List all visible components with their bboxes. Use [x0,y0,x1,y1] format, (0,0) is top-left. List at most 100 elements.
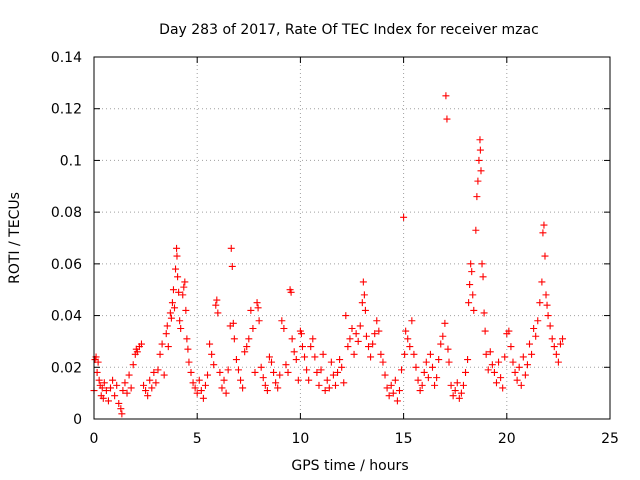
data-point [94,358,102,366]
data-point [164,343,172,351]
data-point [210,361,218,369]
data-point [387,381,395,389]
data-point [222,389,230,397]
data-point [453,379,461,387]
data-point [550,343,558,351]
data-point [462,368,470,376]
data-point [204,371,212,379]
data-point [182,306,190,314]
data-point [169,286,177,294]
data-point [356,322,364,330]
data-point [426,350,434,358]
data-point [398,366,406,374]
data-point [100,379,108,387]
data-point [521,371,529,379]
data-point [373,317,381,325]
data-point [536,299,544,307]
data-point [459,381,467,389]
data-point [175,288,183,296]
data-point [361,306,369,314]
data-point [172,265,180,273]
data-point [224,366,232,374]
x-tick-label: 25 [601,431,619,447]
data-point [301,353,309,361]
data-point [395,387,403,395]
data-point [193,389,201,397]
x-tick-label: 5 [193,431,202,447]
data-point [538,278,546,286]
data-point [431,381,439,389]
data-point [133,348,141,356]
data-point [319,350,327,358]
data-point [422,358,430,366]
data-point [474,177,482,185]
data-point [220,376,228,384]
data-point [176,317,184,325]
data-point [317,366,325,374]
data-point [245,335,253,343]
data-point [185,358,193,366]
data-point [228,262,236,270]
data-point [180,283,188,291]
data-point [475,156,483,164]
data-point [470,306,478,314]
data-point [321,387,329,395]
data-point [265,353,273,361]
grid-lines [94,57,610,419]
data-point [497,374,505,382]
data-point [552,350,560,358]
y-tick-label: 0.08 [51,205,82,221]
data-point [218,384,226,392]
data-point [315,381,323,389]
data-point [433,374,441,382]
data-point [247,306,255,314]
data-point [125,371,133,379]
data-point [251,368,259,376]
data-point [442,92,450,100]
data-point [511,368,519,376]
data-point [467,260,475,268]
data-point [280,325,288,332]
data-point [528,350,536,358]
data-point [385,392,393,400]
data-point [435,356,443,364]
data-point [523,361,531,369]
data-point [158,340,166,348]
data-point [170,304,178,312]
y-axis-label: ROTI / TECUs [7,192,23,284]
data-point [495,358,503,366]
data-point [401,350,409,358]
data-point [383,384,391,392]
data-point [325,384,333,392]
data-point [476,136,484,144]
data-point [288,335,296,343]
data-point [406,343,414,351]
data-point [541,252,549,260]
data-point [358,299,366,307]
data-point [501,353,509,361]
data-point [208,350,216,358]
data-point [305,376,313,384]
data-point [412,363,420,371]
data-point [93,368,101,376]
y-tick-label: 0.1 [60,153,82,169]
y-tick-label: 0.02 [51,360,82,376]
y-tick-label: 0.04 [51,309,82,325]
data-point [309,335,317,343]
data-point [111,392,119,400]
data-point [449,392,457,400]
data-point [393,397,401,405]
data-point [206,340,214,348]
data-point [162,330,170,338]
data-point [443,115,451,123]
data-point [482,350,490,358]
data-point [123,389,131,397]
data-point [255,317,263,325]
data-point [261,381,269,389]
data-point [424,374,432,382]
data-point [375,327,383,335]
data-point [484,366,492,374]
data-point [195,376,203,384]
data-point [173,252,181,260]
